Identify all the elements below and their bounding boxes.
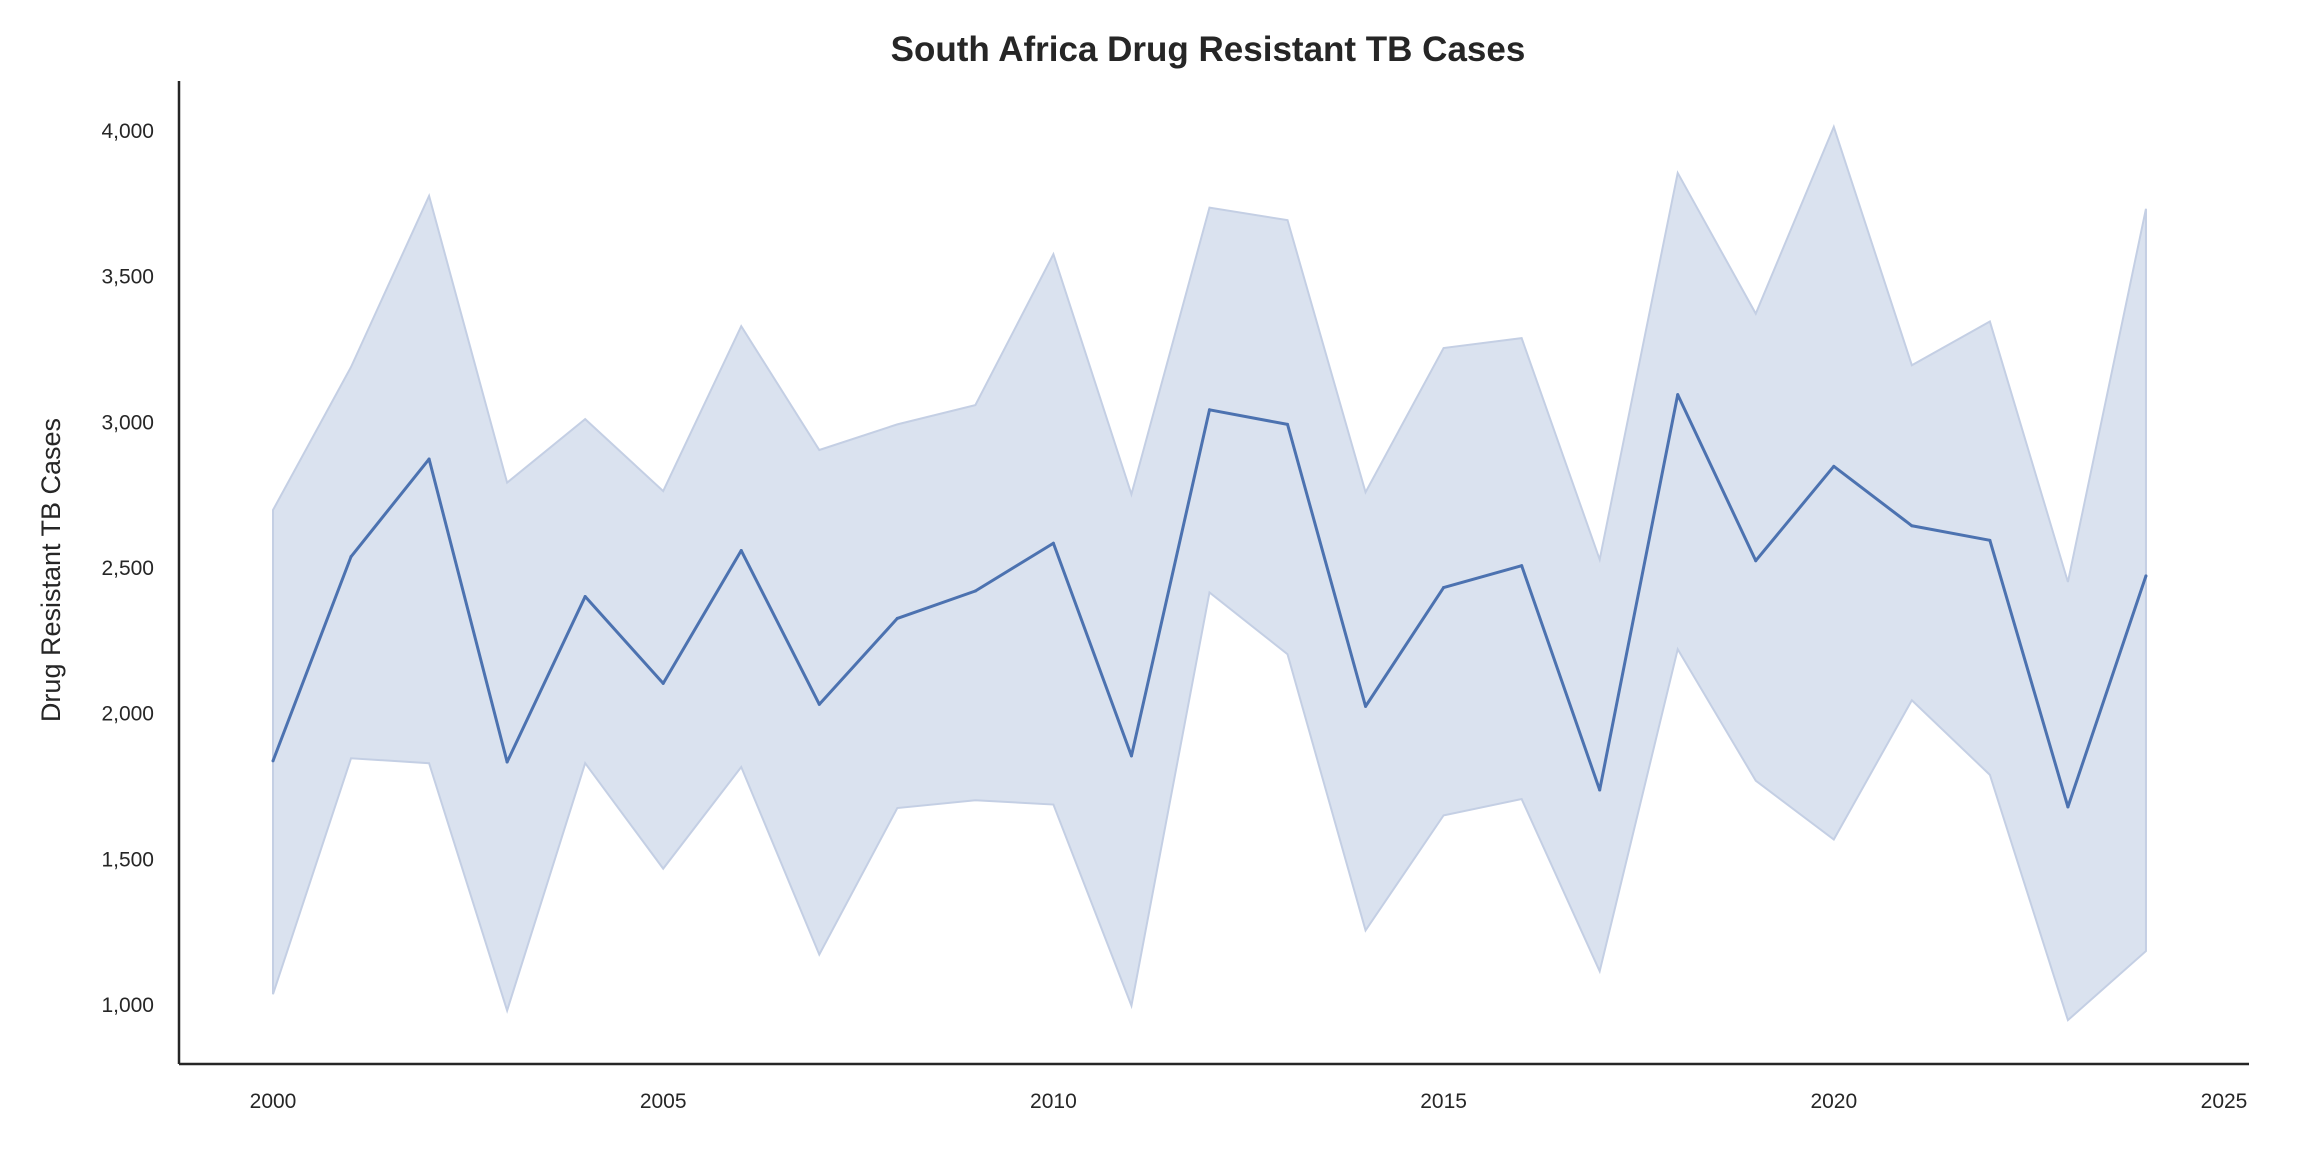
data-point-2010 [1051, 541, 1055, 545]
data-point-2017 [1598, 788, 1602, 792]
data-point-2000 [271, 759, 275, 763]
x-tick-label: 2020 [1810, 1090, 1857, 1113]
data-point-2006 [739, 549, 743, 553]
y-axis-label: Drug Resistant TB Cases [36, 418, 66, 722]
y-tick-label: 2,500 [101, 557, 154, 580]
data-point-2004 [583, 595, 587, 599]
data-point-2020 [1832, 464, 1836, 468]
x-tick-label: 2025 [2201, 1090, 2248, 1113]
data-point-2018 [1676, 393, 1680, 397]
x-tick-label: 2005 [640, 1090, 687, 1113]
x-tick-label: 2000 [250, 1090, 297, 1113]
data-point-2014 [1364, 704, 1368, 708]
data-point-2002 [427, 457, 431, 461]
y-tick-label: 1,500 [101, 848, 154, 871]
x-tick-labels: 2000 2005 2010 2015 2020 2025 [250, 1090, 2248, 1113]
data-point-2005 [661, 681, 665, 685]
data-point-2003 [505, 760, 509, 764]
y-tick-label: 4,000 [101, 120, 154, 143]
confidence-band [272, 124, 2147, 1022]
y-tick-label: 3,000 [101, 411, 154, 434]
x-tick-label: 2015 [1420, 1090, 1467, 1113]
data-point-2015 [1442, 586, 1446, 590]
data-point-2011 [1129, 754, 1133, 758]
chart-title: South Africa Drug Resistant TB Cases [891, 30, 1526, 69]
data-point-2008 [895, 616, 899, 620]
data-point-2007 [817, 702, 821, 706]
y-tick-label: 3,500 [101, 266, 154, 289]
x-tick-label: 2010 [1030, 1090, 1077, 1113]
data-point-2019 [1754, 559, 1758, 563]
data-point-2024 [2144, 574, 2148, 578]
data-point-2012 [1207, 408, 1211, 412]
data-point-2001 [349, 555, 353, 559]
data-point-2009 [973, 589, 977, 593]
y-tick-labels: 1,000 1,500 2,000 2,500 3,000 3,500 4,000 [101, 120, 154, 1017]
data-point-2022 [1988, 538, 1992, 542]
data-point-2023 [2066, 805, 2070, 809]
y-tick-label: 1,000 [101, 994, 154, 1017]
y-tick-label: 2,000 [101, 703, 154, 726]
data-point-2016 [1520, 564, 1524, 568]
data-point-2021 [1910, 524, 1914, 528]
mean-line-layer [271, 393, 2148, 809]
confidence-band-layer [272, 124, 2147, 1022]
data-point-2013 [1286, 422, 1290, 426]
